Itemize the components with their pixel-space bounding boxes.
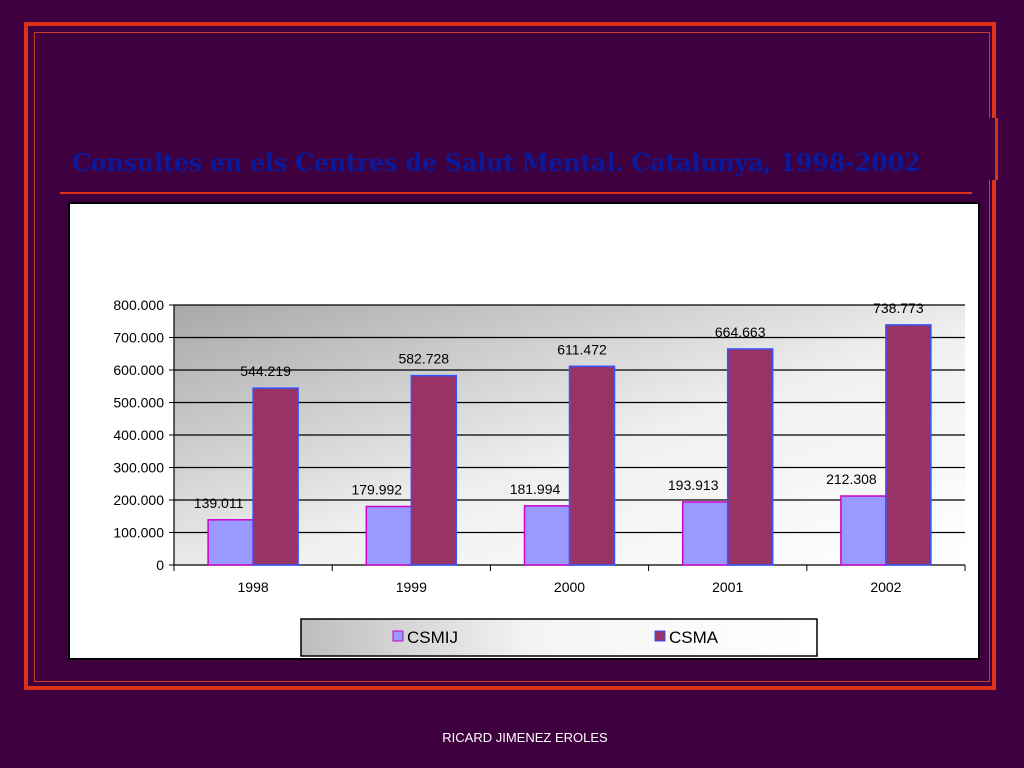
chart-area: 0 100.000 200.000 300.000 400.000 500.000 600.… <box>68 202 980 660</box>
y-tick-label: 600.000 <box>113 362 164 378</box>
x-tick-label: 1999 <box>396 579 427 595</box>
data-label: 611.472 <box>557 341 607 357</box>
data-label: 582.728 <box>398 351 449 367</box>
slide-title: Consultes en els Centres de Salut Mental… <box>72 148 921 177</box>
data-label: 179.992 <box>351 482 402 498</box>
y-tick-label: 800.000 <box>113 297 164 313</box>
legend <box>300 618 818 657</box>
legend-label-csmij: CSMIJ <box>407 628 458 647</box>
x-tick-label: 2002 <box>870 579 901 595</box>
y-tick-label: 300.000 <box>113 460 164 476</box>
outer-frame <box>24 22 996 690</box>
bar-csma <box>252 387 299 566</box>
y-tick-label: 500.000 <box>113 395 164 411</box>
bar-csmij <box>840 495 887 566</box>
data-label: 193.913 <box>668 477 719 493</box>
footer-author: RICARD JIMENEZ EROLES <box>442 730 608 745</box>
bar-csma <box>568 365 616 566</box>
bar-csma <box>410 374 458 566</box>
legend-swatch-csmij <box>392 630 404 642</box>
legend-swatch-csma <box>654 630 666 642</box>
y-tick-label: 400.000 <box>113 427 164 443</box>
data-label: 544.219 <box>240 363 291 379</box>
bar-csma <box>726 348 774 566</box>
y-tick-label: 700.000 <box>113 330 164 346</box>
bar-csmij <box>365 505 413 566</box>
data-label: 738.773 <box>873 300 924 316</box>
y-tick-label: 100.000 <box>113 525 164 541</box>
data-label: 181.994 <box>510 481 561 497</box>
data-label: 664.663 <box>715 324 766 340</box>
legend-label-csma: CSMA <box>669 628 719 647</box>
y-tick-label: 0 <box>156 557 164 573</box>
data-label: 212.308 <box>826 471 877 487</box>
x-tick-label: 2000 <box>554 579 585 595</box>
x-tick-label: 1998 <box>238 579 269 595</box>
bar-csmij <box>681 501 729 566</box>
inner-frame <box>34 32 990 682</box>
bar-chart: 0 100.000 200.000 300.000 400.000 500.000 600.… <box>113 297 966 657</box>
y-tick-label: 200.000 <box>113 492 164 508</box>
bar-csma <box>885 324 932 566</box>
bar-csmij <box>207 519 254 566</box>
data-label: 139.011 <box>194 495 244 511</box>
x-tick-label: 2001 <box>712 579 743 595</box>
bar-csmij <box>523 505 571 566</box>
title-rule <box>60 192 972 194</box>
title-block <box>60 118 998 180</box>
